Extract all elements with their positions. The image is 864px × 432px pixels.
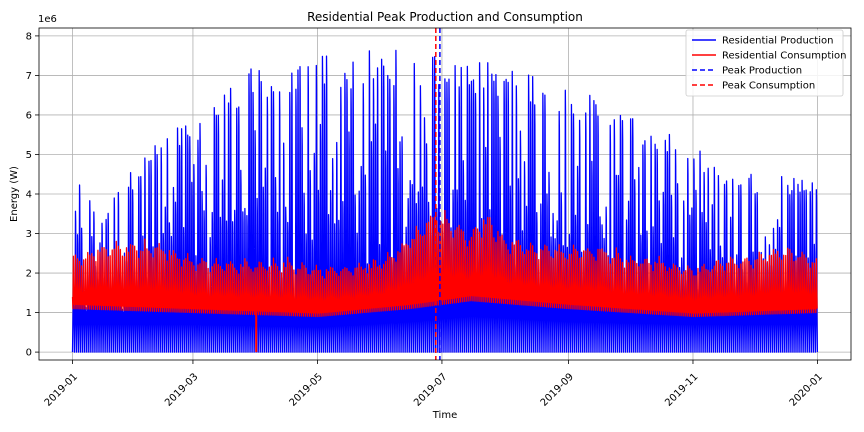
production-series-line bbox=[71, 49, 819, 353]
legend-label: Peak Production bbox=[722, 66, 802, 77]
y-axis: 0 1 2 3 4 5 6 7 8 bbox=[26, 31, 39, 359]
legend-label: Residential Consumption bbox=[722, 51, 847, 62]
peak-lines bbox=[435, 28, 441, 360]
consumption-series-line bbox=[71, 209, 818, 318]
y-tick-label: 2 bbox=[26, 269, 32, 280]
y-tick-label: 7 bbox=[26, 71, 32, 82]
x-axis-title: Time bbox=[432, 410, 457, 421]
series-layer bbox=[71, 49, 819, 353]
legend-label: Peak Consumption bbox=[722, 81, 815, 92]
chart-title: Residential Peak Production and Consumpt… bbox=[307, 10, 583, 24]
y-tick-label: 1 bbox=[26, 308, 32, 319]
y-axis-title: Energy (W) bbox=[9, 166, 20, 222]
y-tick-label: 8 bbox=[26, 31, 32, 42]
legend-label: Residential Production bbox=[722, 36, 833, 47]
legend-box bbox=[685, 29, 844, 97]
y-tick-label: 6 bbox=[26, 110, 32, 121]
y-tick-label: 0 bbox=[26, 348, 32, 359]
y-tick-label: 5 bbox=[26, 150, 32, 161]
y-tick-label: 3 bbox=[26, 229, 32, 240]
y-tick-label: 4 bbox=[26, 190, 32, 201]
y-scale-multiplier: 1e6 bbox=[38, 14, 57, 25]
legend: Residential Production Residential Consum… bbox=[685, 29, 847, 97]
